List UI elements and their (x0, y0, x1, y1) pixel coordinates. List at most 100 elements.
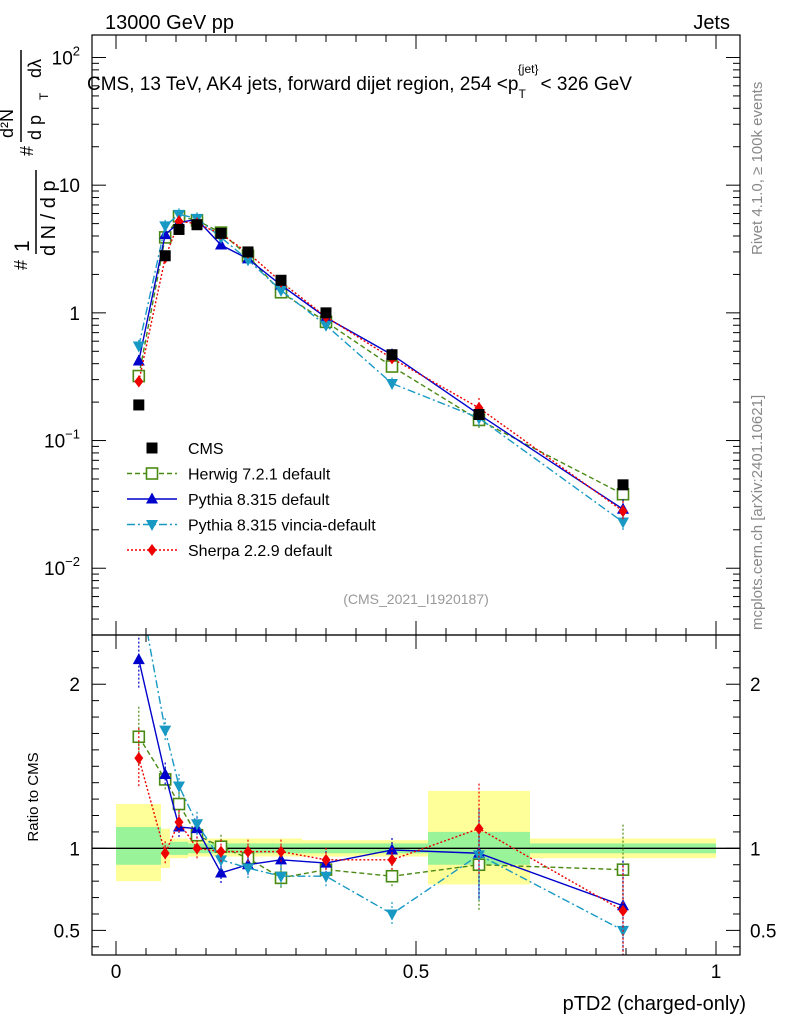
data-point (159, 221, 172, 233)
x-tick-label: 0.5 (403, 962, 429, 983)
ratio-point (243, 845, 253, 858)
data-point (275, 274, 287, 286)
ratio-y-tick-label-right: 1 (750, 839, 761, 860)
data-point (616, 487, 630, 501)
legend-item: CMS (146, 441, 224, 458)
data-point (617, 517, 629, 529)
rivet-version-label: Rivet 4.1.0, ≥ 100k events (749, 82, 766, 255)
data-point (617, 479, 629, 491)
svg-text:1: 1 (11, 240, 34, 252)
ratio-point (275, 871, 287, 883)
legend-label: Pythia 8.315 vincia-default (188, 518, 376, 535)
y-tick-label: 1 (69, 304, 80, 325)
ratio-y-tick-label: 2 (69, 675, 80, 696)
svg-text:#: # (11, 260, 31, 270)
y-axis-label: # 1 d N / d p # d²N d p T dλ (0, 50, 60, 270)
legend-label: Pythia 8.315 default (188, 492, 330, 509)
ratio-point (160, 847, 170, 860)
data-point (133, 399, 145, 411)
svg-text:d²N: d²N (0, 109, 17, 138)
series-line (138, 215, 624, 495)
axis-ticks: 0 0.5 1 102 10 1 10−1 10−2 2 2 1 1 0.5 0.5 (44, 35, 776, 983)
legend-item: Pythia 8.315 vincia-default (127, 518, 376, 535)
series-cms (133, 219, 629, 491)
ratio-point (321, 853, 331, 866)
ratio-point (275, 853, 287, 865)
ratio-point (174, 816, 184, 829)
series-pythia-8-315-vincia-default (132, 208, 629, 533)
ratio-point (385, 869, 399, 883)
legend-marker (146, 442, 158, 454)
data-point (386, 349, 398, 361)
ratio-point (320, 871, 332, 883)
y-tick-label: 10−1 (44, 427, 80, 453)
ratio-line (147, 635, 624, 932)
ratio-point (173, 781, 185, 793)
ratio-point (134, 752, 144, 765)
band-inner (116, 827, 161, 865)
ratio-point (216, 845, 226, 858)
legend-marker (146, 492, 158, 504)
ratio-series-pythia-8-315-vincia-default (133, 581, 629, 955)
ratio-point (159, 725, 172, 737)
svg-text:#: # (17, 146, 37, 156)
ratio-point (618, 904, 628, 917)
ratio-y-tick-label-right: 0.5 (750, 921, 776, 942)
legend-marker (147, 544, 157, 556)
ratio-line (138, 757, 624, 912)
ratio-point (133, 581, 145, 592)
header-left: 13000 GeV pp (105, 12, 234, 34)
svg-text:d p: d p (25, 115, 45, 140)
legend-label: CMS (188, 441, 224, 458)
ratio-series-pythia-8-315-default (132, 635, 629, 951)
ratio-point (191, 819, 203, 831)
data-point (275, 285, 287, 297)
legend-marker (146, 520, 158, 531)
legend-item: Sherpa 2.2.9 default (127, 543, 333, 560)
data-point (134, 375, 144, 388)
legend-label: Sherpa 2.2.9 default (188, 543, 333, 560)
chart-title: CMS, 13 TeV, AK4 jets, forward dijet reg… (87, 62, 632, 101)
data-point (159, 250, 171, 262)
analysis-id: (CMS_2021_I1920187) (343, 591, 489, 607)
header-right: Jets (693, 12, 730, 34)
ratio-point (386, 909, 398, 921)
ratio-line (138, 659, 624, 907)
y-tick-label: 102 (52, 43, 80, 69)
svg-text:d N / d p: d N / d p (38, 180, 60, 256)
x-tick-label: 0 (111, 962, 122, 983)
legend-item: Pythia 8.315 default (127, 492, 330, 509)
legend: CMS Herwig 7.2.1 default Pythia 8.315 defa… (127, 441, 376, 560)
ratio-point (387, 853, 397, 866)
svg-text:T: T (37, 92, 51, 100)
series-layer (132, 208, 630, 955)
data-point (215, 238, 227, 250)
svg-text:dλ: dλ (25, 59, 45, 78)
ratio-y-tick-label: 0.5 (54, 921, 80, 942)
data-point (132, 341, 145, 353)
data-point (173, 209, 185, 221)
ratio-point (132, 653, 145, 665)
legend-item: Herwig 7.2.1 default (127, 467, 331, 484)
data-point (473, 408, 485, 420)
ratio-point (242, 863, 254, 875)
data-point (132, 354, 145, 366)
ratio-point (474, 822, 484, 835)
data-point (320, 320, 332, 332)
data-point (215, 227, 227, 239)
y-tick-label: 10 (59, 176, 80, 197)
data-point (320, 307, 332, 319)
ratio-y-tick-label: 1 (69, 839, 80, 860)
mcplots-label: mcplots.cern.ch [arXiv:2401.10621] (749, 395, 766, 630)
ratio-point (215, 866, 227, 878)
data-point (191, 219, 203, 231)
ratio-point (159, 767, 172, 779)
data-point (386, 378, 398, 390)
data-point (242, 246, 254, 258)
y-tick-label: 10−2 (44, 554, 80, 580)
x-tick-label: 1 (711, 962, 722, 983)
ratio-series-sherpa-2-2-9-default (134, 728, 628, 955)
legend-label: Herwig 7.2.1 default (188, 467, 331, 484)
ratio-y-axis-label: Ratio to CMS (25, 752, 42, 841)
